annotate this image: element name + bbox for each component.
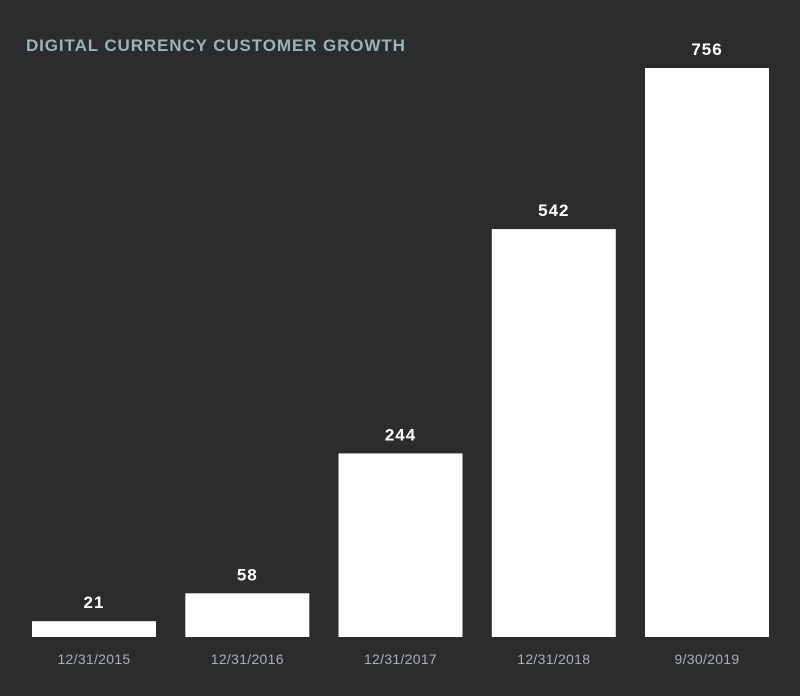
x-tick-label: 9/30/2019	[675, 651, 740, 667]
bar-12-31-2016	[185, 593, 310, 637]
data-label: 58	[237, 565, 258, 584]
data-label: 244	[385, 425, 416, 444]
bar-12-31-2018	[491, 229, 616, 637]
x-tick-label: 12/31/2017	[364, 651, 437, 667]
x-tick-label: 12/31/2018	[517, 651, 590, 667]
bar-9-30-2019	[645, 68, 769, 637]
bar-12-31-2017	[338, 453, 463, 637]
x-tick-label: 12/31/2015	[57, 651, 130, 667]
data-label: 756	[691, 40, 722, 59]
data-label: 542	[538, 201, 569, 220]
data-label: 21	[84, 593, 105, 612]
bar-12-31-2015	[32, 621, 156, 637]
chart-title: DIGITAL CURRENCY CUSTOMER GROWTH	[26, 36, 406, 55]
x-tick-label: 12/31/2016	[211, 651, 284, 667]
